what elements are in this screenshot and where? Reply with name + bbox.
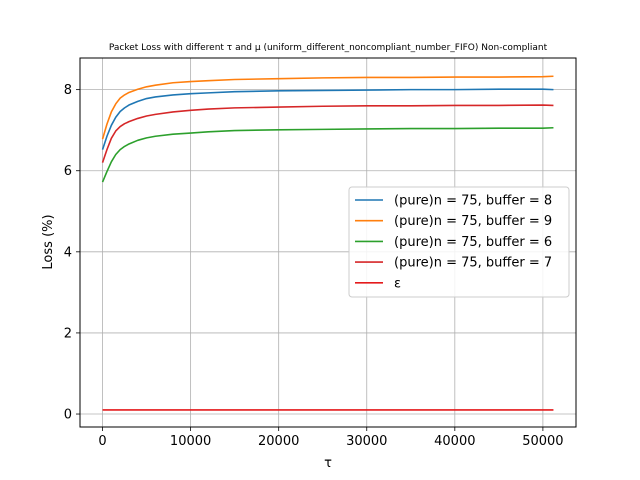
legend: (pure)n = 75, buffer = 8 (pure)n = 75, bu… [348, 186, 570, 298]
series-line-2 [101, 75, 554, 140]
legend-label-4: (pure)n = 75, buffer = 7 [394, 256, 552, 271]
y-tick-label: 0 [64, 408, 72, 423]
x-tick-label: 0 [98, 434, 106, 449]
x-tick-label: 30000 [346, 434, 387, 449]
x-tick-label: 20000 [258, 434, 299, 449]
x-tick-label: 10000 [170, 434, 211, 449]
y-axis-ticks: 0 2 4 6 8 [64, 83, 80, 423]
series-line-1 [101, 88, 554, 150]
legend-label-1: (pure)n = 75, buffer = 8 [394, 194, 552, 209]
x-axis-ticks: 0 10000 20000 30000 40000 50000 [98, 427, 564, 449]
y-tick-label: 2 [64, 326, 72, 341]
x-tick-label: 50000 [522, 434, 563, 449]
x-axis-label: τ [324, 456, 332, 471]
plot-frame [79, 57, 577, 428]
y-tick-label: 4 [64, 245, 72, 260]
x-tick-label: 40000 [434, 434, 475, 449]
y-axis-label: Loss (%) [41, 214, 56, 269]
y-tick-label: 8 [64, 83, 72, 98]
y-tick-label: 6 [64, 164, 72, 179]
series-line-3 [101, 126, 554, 183]
chart-title: Packet Loss with different τ and μ (unif… [109, 43, 548, 53]
legend-label-2: (pure)n = 75, buffer = 9 [394, 214, 552, 229]
legend-label-3: (pure)n = 75, buffer = 6 [394, 235, 552, 250]
legend-label-5: ε [394, 276, 401, 291]
series-group [101, 75, 554, 411]
series-line-4 [101, 104, 554, 163]
legend-items: (pure)n = 75, buffer = 8 (pure)n = 75, bu… [355, 194, 552, 291]
legend-frame [348, 186, 570, 298]
